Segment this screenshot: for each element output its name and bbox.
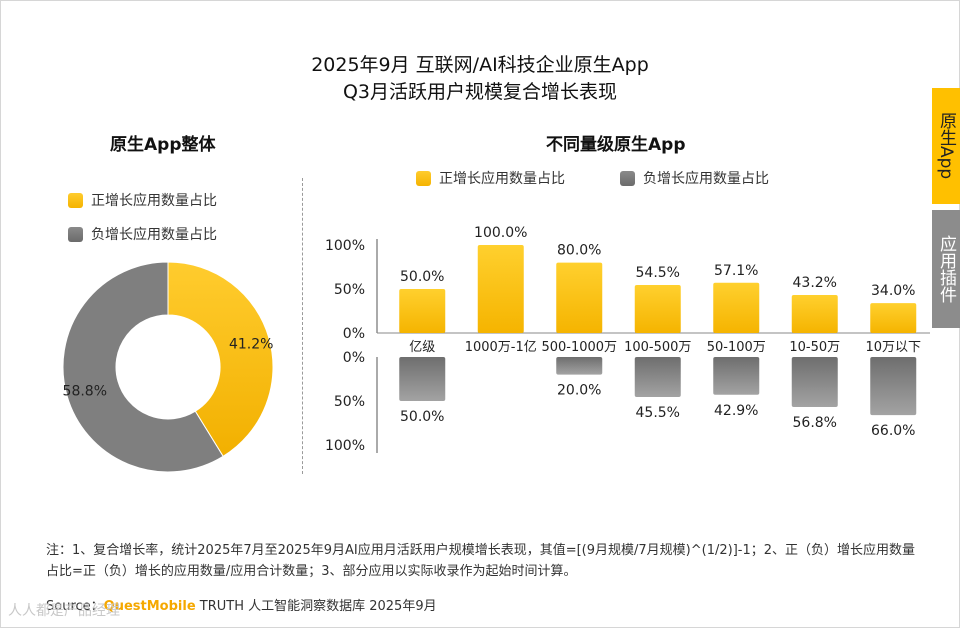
legend-swatch-negative — [68, 226, 83, 242]
bar-negative-value-label: 50.0% — [400, 409, 444, 425]
donut-label-positive: 41.2% — [229, 336, 273, 352]
source-line: Source：QuestMobile TRUTH 人工智能洞察数据库 2025年… — [46, 595, 437, 614]
legend-positive-right: 正增长应用数量占比 — [416, 168, 565, 188]
bar-negative — [791, 357, 838, 407]
bar-positive — [634, 285, 681, 333]
donut-slice-positive — [167, 261, 274, 458]
bar-positive — [477, 245, 524, 333]
legend-negative-right: 负增长应用数量占比 — [620, 168, 769, 188]
bar-negative-value-label: 56.8% — [793, 415, 837, 431]
bottom-axis-tick-label: 50% — [334, 394, 365, 410]
legend-label-positive: 正增长应用数量占比 — [439, 171, 565, 187]
tab-native-app[interactable]: 原生App — [932, 88, 960, 204]
category-label: 100-500万 — [624, 340, 691, 355]
footnote: 注：1、复合增长率，统计2025年7月至2025年9月AI应用月活跃用户规模增长… — [46, 543, 916, 579]
bar-negative — [399, 357, 446, 401]
bar-negative — [713, 357, 760, 395]
legend-swatch-positive — [416, 170, 431, 186]
top-axis-tick-label: 100% — [325, 238, 365, 254]
section-divider — [302, 178, 303, 474]
category-label: 50-100万 — [707, 340, 766, 355]
bar-positive — [791, 294, 838, 333]
bar-positive — [399, 289, 446, 333]
bar-negative — [870, 357, 917, 416]
bar-positive-value-label: 34.0% — [871, 283, 915, 299]
bar-negative-value-label: 42.9% — [714, 403, 758, 419]
bottom-axis-tick-label: 0% — [343, 350, 365, 366]
category-label: 10-50万 — [789, 340, 840, 355]
top-axis-tick-label: 50% — [334, 282, 365, 298]
donut-chart: 41.2% 58.8% — [62, 261, 274, 473]
source-brand: QuestMobile — [103, 599, 196, 614]
watermark-text: 人人都是产品经理 — [8, 603, 120, 619]
legend-swatch-positive — [68, 192, 83, 208]
legend-swatch-negative — [620, 170, 635, 186]
legend-label-positive: 正增长应用数量占比 — [91, 193, 217, 209]
bar-negative-value-label: 45.5% — [636, 405, 680, 421]
chart-title-line1: 2025年9月 互联网/AI科技企业原生App — [311, 54, 649, 76]
bar-negative-value-label: 66.0% — [871, 423, 915, 439]
bar-positive-value-label: 57.1% — [714, 263, 758, 279]
category-label: 10万以下 — [865, 340, 921, 355]
bar-negative — [556, 357, 603, 375]
category-label: 1000万-1亿 — [465, 340, 537, 355]
bar-positive — [713, 282, 760, 333]
legend-label-negative: 负增长应用数量占比 — [91, 227, 217, 243]
source-prefix: Source： — [46, 599, 104, 614]
bar-positive — [870, 303, 917, 333]
donut-slice-negative — [62, 261, 224, 473]
donut-label-negative: 58.8% — [63, 384, 107, 400]
legend-negative-left: 负增长应用数量占比 — [68, 224, 217, 244]
right-subtitle: 不同量级原生App — [546, 135, 686, 155]
bar-positive-value-label: 54.5% — [636, 265, 680, 281]
tab-app-plugin[interactable]: 应用插件 — [932, 210, 960, 328]
category-label: 500-1000万 — [541, 340, 617, 355]
chart-title-line2: Q3月活跃用户规模复合增长表现 — [342, 81, 618, 103]
bar-positive-value-label: 100.0% — [474, 225, 527, 241]
bar-negative-value-label: 20.0% — [557, 383, 601, 399]
left-subtitle: 原生App整体 — [110, 135, 216, 155]
legend-positive-left: 正增长应用数量占比 — [68, 190, 217, 210]
bar-chart: 100% 50% 0% 0% 50% 100% 亿级 50.0% 50.0% 1000万-1亿 10… — [325, 225, 930, 454]
top-axis-tick-label: 0% — [343, 326, 365, 342]
category-label: 亿级 — [409, 340, 435, 355]
bar-negative — [634, 357, 681, 398]
bar-positive-value-label: 50.0% — [400, 269, 444, 285]
bar-positive-value-label: 43.2% — [793, 275, 837, 291]
source-suffix: TRUTH 人工智能洞察数据库 2025年9月 — [195, 599, 437, 614]
bottom-axis-tick-label: 100% — [325, 438, 365, 454]
legend-label-negative: 负增长应用数量占比 — [643, 171, 769, 187]
bar-positive-value-label: 80.0% — [557, 243, 601, 259]
bar-positive — [556, 262, 603, 333]
